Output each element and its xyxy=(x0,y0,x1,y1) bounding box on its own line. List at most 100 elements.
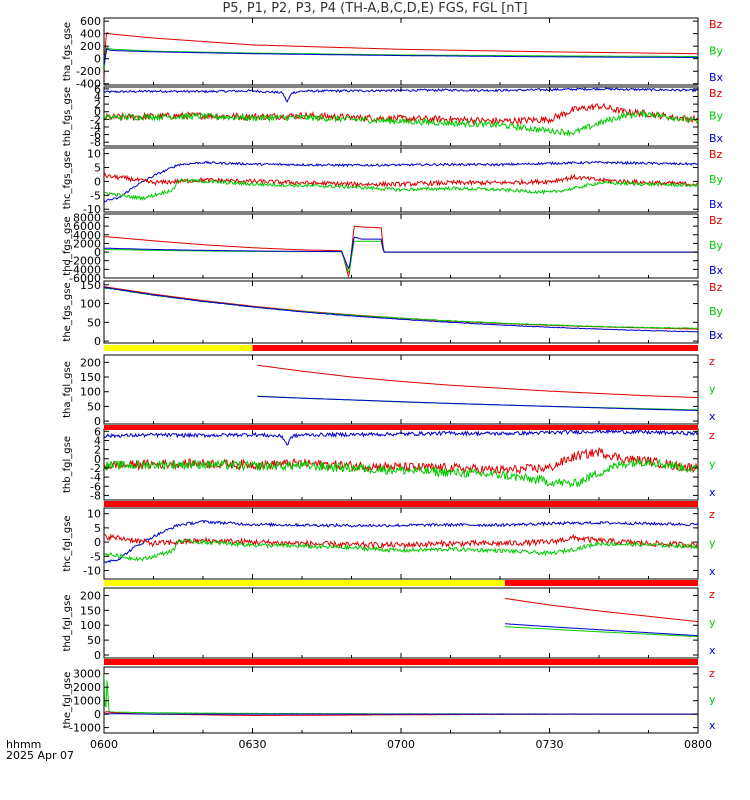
y-tick-label: 0 xyxy=(94,175,101,188)
y-tick-label: 4 xyxy=(94,434,101,447)
y-tick-label: 2 xyxy=(94,98,101,111)
mode-bar-segment-yellow xyxy=(104,580,505,586)
y-tick-label: -4 xyxy=(90,121,101,134)
series-line-y xyxy=(104,673,698,715)
y-tick-label: -10 xyxy=(83,203,101,216)
y-tick-label: 10 xyxy=(87,148,101,161)
legend-entry-z: z xyxy=(709,667,715,680)
chart-title: P5, P1, P2, P3, P4 (TH-A,B,C,D,E) FGS, F… xyxy=(222,1,528,16)
y-tick-label: 0 xyxy=(94,415,101,428)
y-tick-label: 0 xyxy=(94,453,101,466)
x-axis-format-label: hhmm xyxy=(6,738,42,751)
y-tick-label: 50 xyxy=(87,316,101,329)
y-axis-label: thc_fgs_gse xyxy=(62,151,73,210)
series-line-z xyxy=(257,364,698,399)
legend-entry-x: x xyxy=(709,565,716,578)
x-tick-label: 0630 xyxy=(239,738,267,751)
x-tick-label: 0730 xyxy=(536,738,564,751)
series-line-y xyxy=(104,457,698,489)
legend-entry-z: Bz xyxy=(709,18,723,31)
legend-entry-y: y xyxy=(709,537,716,550)
panel-frame xyxy=(103,587,699,659)
panel-frame xyxy=(103,666,699,734)
y-tick-label: 200 xyxy=(80,589,101,602)
series-line-y xyxy=(104,240,698,274)
y-tick-label: 150 xyxy=(80,604,101,617)
y-tick-label: -1000 xyxy=(69,722,101,735)
y-tick-label: 200 xyxy=(80,40,101,53)
y-axis-label: tha_fgs_gse xyxy=(62,22,73,81)
legend-entry-x: x xyxy=(709,644,716,657)
legend-entry-y: y xyxy=(709,693,716,706)
y-tick-label: 50 xyxy=(87,400,101,413)
legend-entry-z: Bz xyxy=(709,214,723,227)
y-tick-label: 0 xyxy=(94,106,101,119)
y-tick-label: -4 xyxy=(90,471,101,484)
y-tick-label: 4 xyxy=(94,91,101,104)
y-tick-label: -4000 xyxy=(69,263,101,276)
mode-bar-segment-red xyxy=(252,345,698,351)
y-tick-label: -5 xyxy=(90,550,101,563)
y-tick-label: 400 xyxy=(80,28,101,41)
legend-entry-x: Bx xyxy=(709,132,724,145)
y-tick-label: 2000 xyxy=(73,237,101,250)
legend-entry-y: By xyxy=(709,239,724,252)
panel-frame xyxy=(103,280,699,344)
y-tick-label: -5 xyxy=(90,189,101,202)
x-tick-label: 0800 xyxy=(684,738,712,751)
y-tick-label: 100 xyxy=(80,386,101,399)
y-axis-label: thc_fgl_gse xyxy=(62,515,73,571)
series-line-z xyxy=(104,447,698,475)
y-tick-label: 5 xyxy=(94,522,101,535)
y-tick-label: 3000 xyxy=(73,668,101,681)
y-tick-label: 4000 xyxy=(73,229,101,242)
legend-entry-z: z xyxy=(709,429,715,442)
y-tick-label: 6 xyxy=(94,83,101,96)
legend-entry-x: Bx xyxy=(709,329,724,342)
legend-entry-x: Bx xyxy=(709,198,724,211)
y-tick-label: 0 xyxy=(94,53,101,66)
y-tick-label: 2 xyxy=(94,444,101,457)
y-tick-label: 600 xyxy=(80,15,101,28)
legend-entry-x: x xyxy=(709,486,716,499)
mode-bar-segment-red xyxy=(104,659,698,665)
y-tick-label: -8 xyxy=(90,489,101,502)
y-tick-label: 8000 xyxy=(73,211,101,224)
series-line-y xyxy=(505,626,698,638)
series-line-y xyxy=(104,109,698,138)
series-line-x xyxy=(104,713,698,715)
series-line-x xyxy=(104,160,698,203)
legend-entry-z: Bz xyxy=(709,87,723,100)
y-tick-label: 50 xyxy=(87,634,101,647)
y-tick-label: 6 xyxy=(94,425,101,438)
y-axis-label: the_fgs_gse xyxy=(62,282,73,341)
series-line-y xyxy=(104,287,698,330)
series-line-x xyxy=(257,395,698,411)
y-axis-label: thb_fgs_gse xyxy=(62,87,73,146)
y-tick-label: 0 xyxy=(94,246,101,259)
y-tick-label: 150 xyxy=(80,279,101,292)
y-tick-label: -2 xyxy=(90,462,101,475)
y-tick-label: -8 xyxy=(90,136,101,149)
series-line-x xyxy=(104,519,698,564)
legend-entry-z: Bz xyxy=(709,148,723,161)
series-line-y xyxy=(104,177,698,201)
y-axis-label: thd_fgs_gse xyxy=(62,216,73,275)
mode-bar-segment-red xyxy=(104,501,698,507)
y-tick-label: -400 xyxy=(76,78,101,91)
legend-entry-z: Bz xyxy=(709,281,723,294)
series-line-z xyxy=(504,597,698,623)
y-tick-label: 6000 xyxy=(73,220,101,233)
y-tick-label: 5 xyxy=(94,161,101,174)
mode-bar-segment-red xyxy=(504,580,698,586)
legend-entry-y: By xyxy=(709,45,724,58)
y-tick-label: 2000 xyxy=(73,681,101,694)
y-tick-label: -2000 xyxy=(69,255,101,268)
legend-entry-x: x xyxy=(709,410,716,423)
legend-entry-y: y xyxy=(709,458,716,471)
legend-entry-y: By xyxy=(709,173,724,186)
series-line-x xyxy=(104,286,698,333)
panel-frame xyxy=(103,213,699,279)
legend-entry-z: z xyxy=(709,588,715,601)
